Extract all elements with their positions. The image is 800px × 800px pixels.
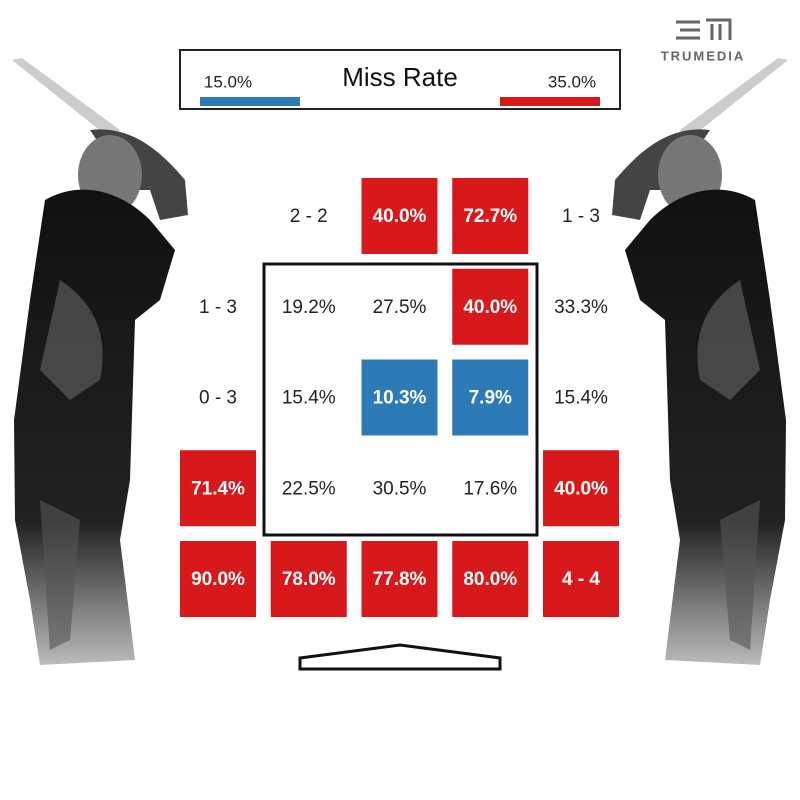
zone-label: 40.0% <box>373 206 427 227</box>
home-plate <box>298 643 502 671</box>
zone-cell <box>180 541 256 617</box>
zone-label: 15.4% <box>554 388 608 409</box>
zone-label: 1 - 3 <box>562 206 600 227</box>
zone-cell <box>180 450 256 527</box>
zone-cell <box>361 541 438 617</box>
logo: TRUMEDIA <box>661 18 746 63</box>
zone-label: 30.5% <box>373 478 427 499</box>
zone-label: 40.0% <box>463 297 517 318</box>
zone-cell <box>361 178 438 254</box>
zone-label: 71.4% <box>191 478 245 499</box>
zone-label: 1 - 3 <box>199 297 237 318</box>
zone-label: 77.8% <box>373 569 427 590</box>
zone-label: 0 - 3 <box>199 388 237 409</box>
strike-zone <box>262 262 539 537</box>
zone-label: 90.0% <box>191 569 245 590</box>
zone-cell <box>452 359 529 436</box>
zone-label: 7.9% <box>469 388 512 409</box>
zone-label: 15.4% <box>282 388 336 409</box>
batter-silhouette <box>612 58 788 665</box>
zone-label: 19.2% <box>282 297 336 318</box>
batter-silhouette <box>12 58 188 665</box>
zone-label: 4 - 4 <box>562 569 600 590</box>
zone-label: 10.3% <box>373 388 427 409</box>
zone-label: 22.5% <box>282 478 336 499</box>
legend-high-swatch <box>500 97 600 106</box>
legend-low-swatch <box>200 97 300 106</box>
logo-text: TRUMEDIA <box>661 48 746 63</box>
zone-cell <box>270 541 347 617</box>
zone-label: 33.3% <box>554 297 608 318</box>
zone-label: 72.7% <box>463 206 517 227</box>
zone-cell <box>361 359 438 436</box>
zone-cell <box>543 450 619 527</box>
zone-label: 78.0% <box>282 569 336 590</box>
zone-grid: 2 - 2 40.0% 72.7% 1 - 3 1 - 3 19.2% 27.5% 40.0%… <box>180 178 619 617</box>
legend-low-label: 15.0% <box>204 72 252 91</box>
legend-title: Miss Rate <box>342 62 458 92</box>
zone-cell <box>452 541 529 617</box>
zone-cell <box>452 268 529 345</box>
legend-high-label: 35.0% <box>548 72 596 91</box>
zone-label: 80.0% <box>463 569 517 590</box>
zone-cell <box>452 178 529 254</box>
zone-cell <box>543 541 619 617</box>
zone-label: 2 - 2 <box>290 206 328 227</box>
zone-label: 17.6% <box>463 478 517 499</box>
zone-label: 27.5% <box>373 297 427 318</box>
zone-label: 40.0% <box>554 478 608 499</box>
